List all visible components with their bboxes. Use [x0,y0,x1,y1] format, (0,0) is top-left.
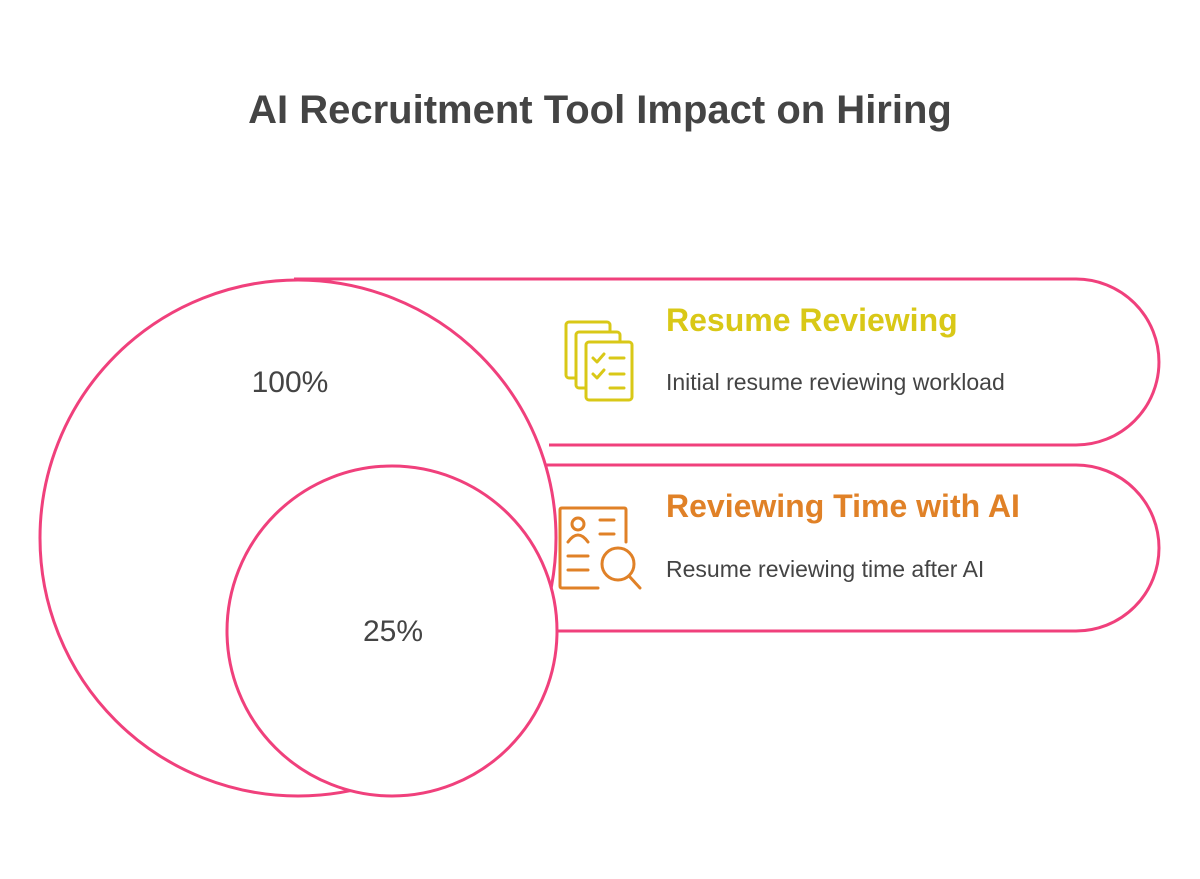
band-reviewing-time-ai [392,463,1161,633]
heading-reviewing-time-ai: Reviewing Time with AI [666,488,1020,524]
page-title: AI Recruitment Tool Impact on Hiring [248,88,952,132]
percent-100-label: 100% [251,366,329,399]
percent-25-label: 25% [362,615,424,648]
resume-search-icon [556,504,644,599]
circle-25-percent [225,464,559,798]
description-reviewing-time-ai: Resume reviewing time after AI [666,556,985,582]
heading-resume-reviewing: Resume Reviewing [666,302,958,338]
document-checklist-icon [560,318,640,409]
band-resume-reviewing [294,277,1161,447]
description-resume-reviewing: Initial resume reviewing workload [666,369,1005,395]
